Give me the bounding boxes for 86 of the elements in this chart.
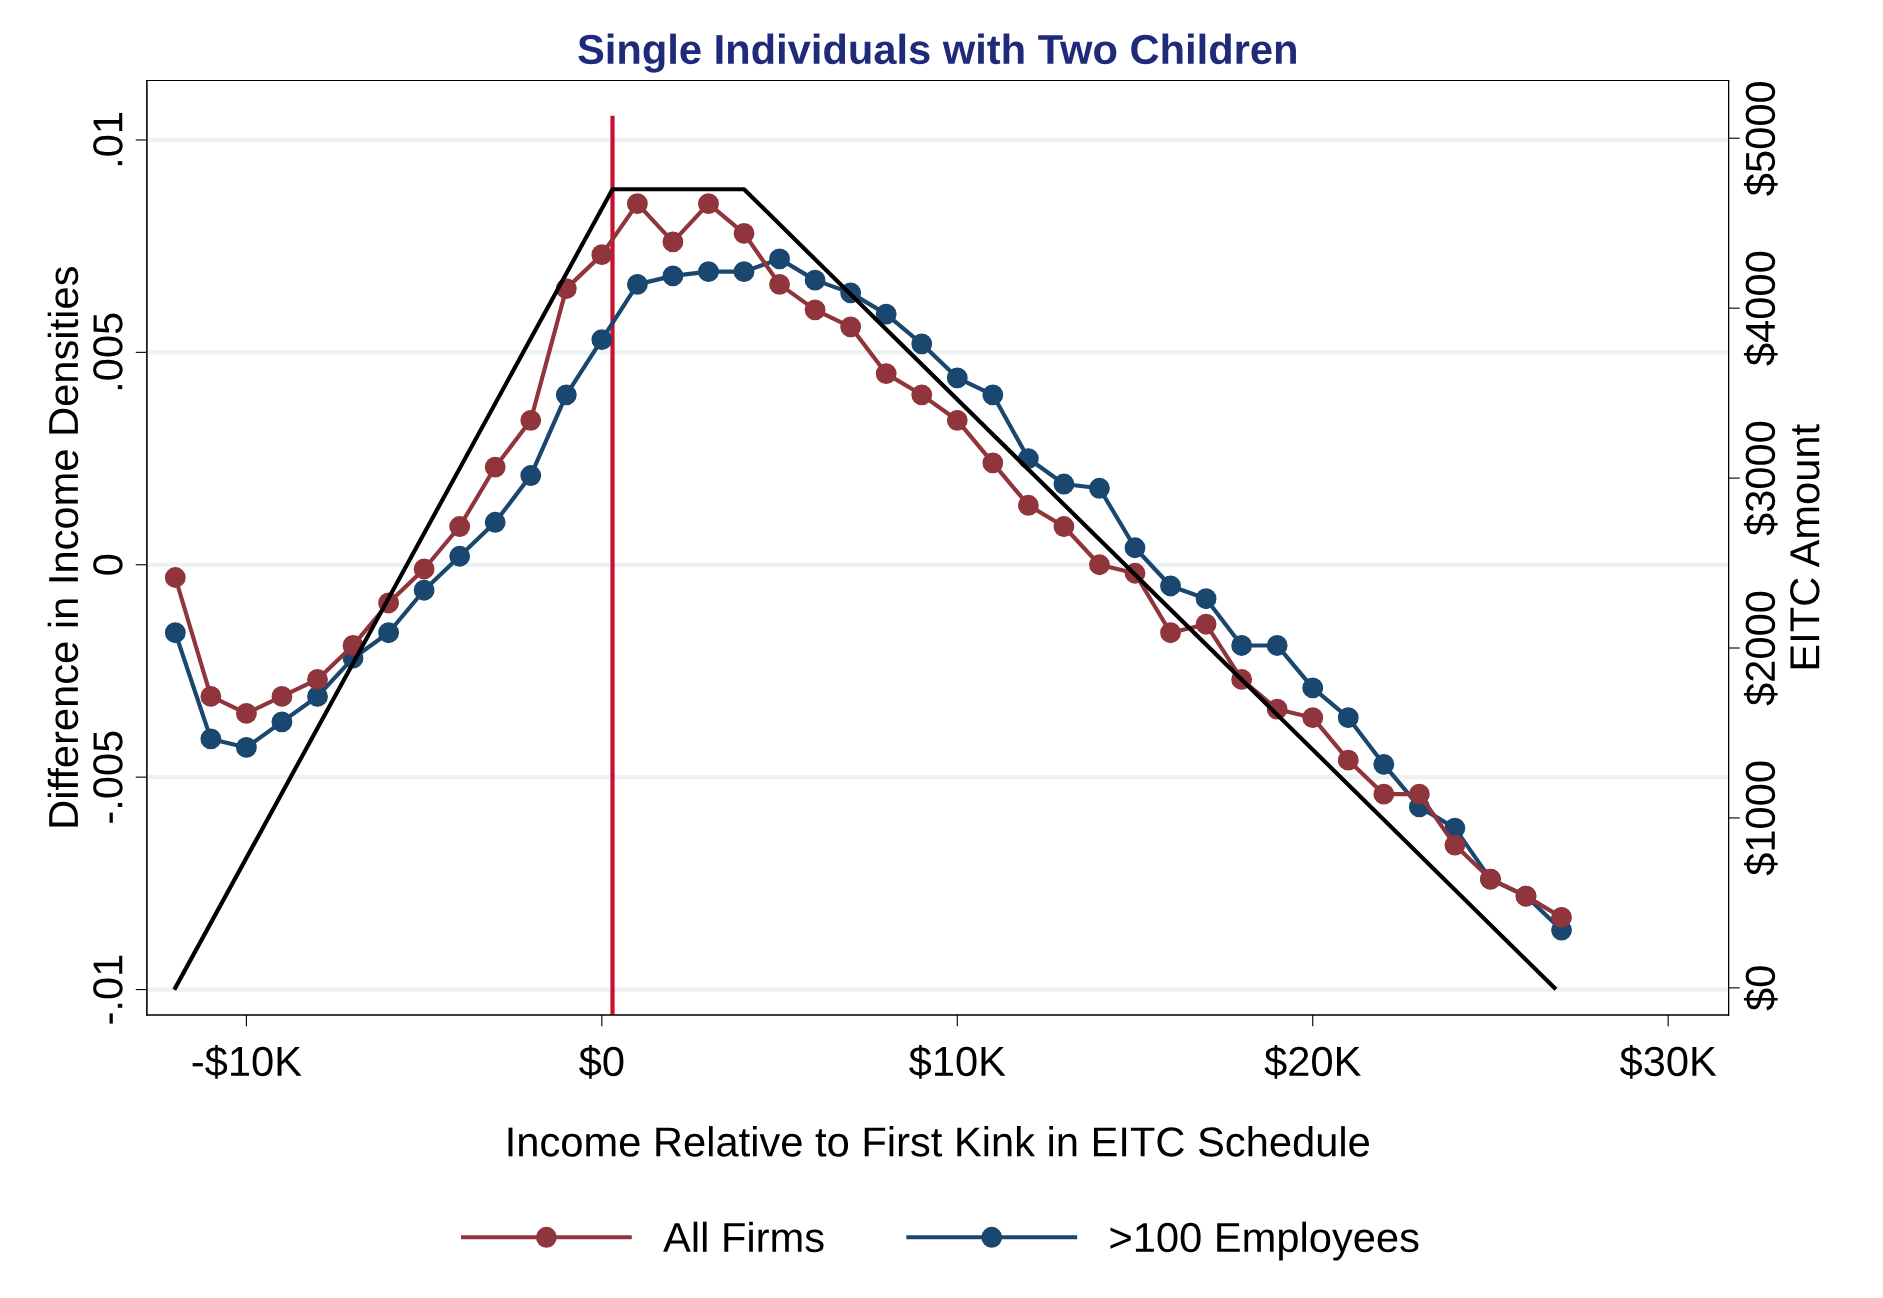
point [911, 384, 933, 406]
point [1302, 677, 1324, 699]
point [982, 452, 1004, 474]
point [1160, 575, 1181, 597]
point [235, 703, 257, 724]
point [875, 363, 897, 385]
x-tick-label: $20K [1264, 1044, 1361, 1079]
y2-tick-label: $4000 [1743, 251, 1778, 366]
point [484, 511, 506, 533]
point [875, 303, 897, 325]
point [1195, 613, 1217, 635]
point [1053, 473, 1075, 495]
point [1089, 554, 1110, 576]
point [271, 686, 293, 707]
point [1266, 635, 1288, 656]
point [698, 261, 719, 283]
point [200, 728, 222, 750]
point [946, 409, 968, 431]
point [1160, 622, 1181, 644]
point [307, 669, 328, 690]
point [591, 244, 613, 266]
point [1373, 783, 1395, 805]
point [164, 622, 186, 644]
y2-axis-title: EITC Amount [1790, 424, 1820, 669]
point [1124, 537, 1146, 559]
point [698, 193, 719, 215]
point [449, 545, 471, 567]
point [413, 558, 435, 580]
point [449, 516, 471, 537]
point [1053, 516, 1075, 537]
point [1337, 749, 1359, 771]
legend-label: >100 Employees [1110, 1221, 1419, 1261]
point [662, 231, 684, 253]
point [1089, 477, 1110, 499]
point [307, 686, 328, 707]
point [911, 333, 933, 355]
point [591, 329, 613, 351]
y2-tick-label: $5000 [1743, 81, 1778, 196]
point [626, 193, 648, 215]
point [484, 456, 506, 478]
point [1408, 783, 1430, 805]
point [1444, 834, 1466, 856]
point [1195, 588, 1217, 610]
point [520, 465, 542, 486]
point [626, 273, 648, 295]
point [378, 622, 399, 644]
point [1373, 753, 1395, 775]
y2-tick-label: $0 [1743, 966, 1778, 1011]
point [1302, 707, 1324, 729]
y-tick-label: 0 [93, 554, 123, 575]
point [804, 269, 826, 291]
point [413, 579, 435, 601]
x-tick-label: -$10K [192, 1044, 302, 1079]
chart-title: Single Individuals with Two Children [578, 33, 1296, 73]
x-axis-title: Income Relative to First Kink in EITC Schedule [508, 1126, 1369, 1157]
point [769, 273, 790, 295]
point [840, 316, 862, 338]
point [662, 265, 684, 287]
point [769, 248, 790, 270]
x-tick-label: $0 [579, 1044, 624, 1079]
y-tick-label: -.01 [93, 955, 123, 1024]
y-tick-label: .01 [93, 113, 123, 166]
y-tick-label: .005 [93, 313, 123, 390]
point [1231, 635, 1253, 656]
point [235, 736, 257, 758]
point [271, 711, 293, 733]
point [1337, 707, 1359, 729]
y2-tick-label: $2000 [1743, 591, 1778, 706]
point [520, 409, 542, 431]
point [200, 686, 222, 707]
y2-tick-label: $1000 [1743, 761, 1778, 876]
point [946, 367, 968, 389]
point [982, 384, 1004, 406]
point [733, 222, 755, 244]
legend-label: All Firms [663, 1221, 824, 1253]
point [804, 299, 826, 321]
y-axis-title: Difference in Income Densities [47, 267, 79, 827]
point [164, 567, 186, 588]
y-tick-label: -.005 [93, 731, 123, 823]
x-tick-label: $10K [909, 1044, 1006, 1079]
point [1017, 494, 1039, 516]
point [555, 384, 577, 406]
x-tick-label: $30K [1619, 1044, 1717, 1079]
point [733, 261, 755, 283]
y2-tick-label: $3000 [1743, 421, 1778, 536]
point [1551, 906, 1572, 928]
